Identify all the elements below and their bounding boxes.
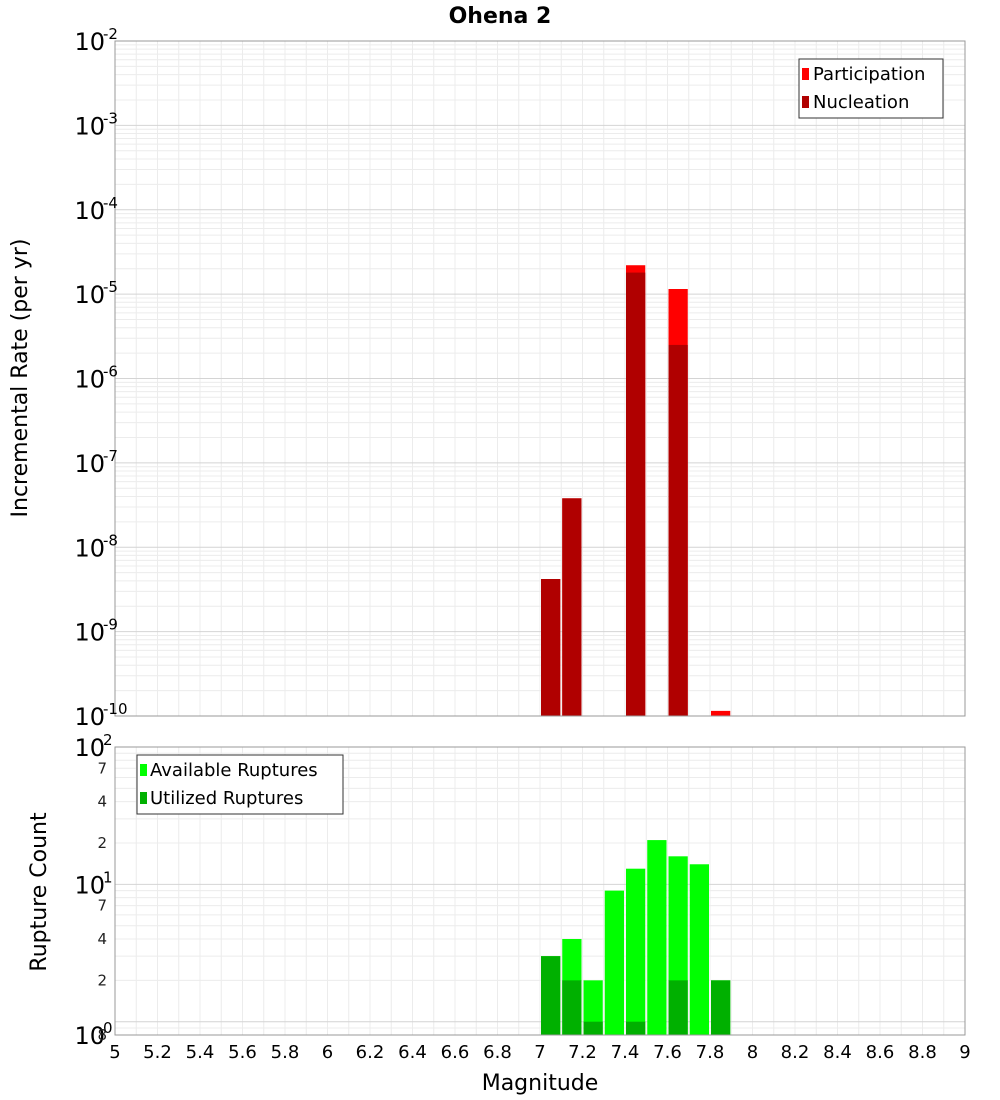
bottom-bar-0-7.35	[604, 890, 624, 1035]
top-plot-frame	[114, 40, 966, 717]
top-y-tick-exponent: -10	[103, 700, 128, 718]
x-tick-label: 6.6	[441, 1042, 470, 1063]
top-y-tick-exponent: -5	[103, 278, 118, 296]
x-tick-label: 7.4	[611, 1042, 640, 1063]
x-tick-label: 5.6	[228, 1042, 257, 1063]
legend-participation-label: Participation	[813, 64, 925, 85]
top-bar-1-7.45	[626, 272, 646, 716]
bottom-bar-0-7.55	[647, 840, 667, 1035]
bottom-y-minor-tick: 4	[97, 930, 107, 948]
bottom-y-minor-tick: 2	[97, 834, 107, 852]
legend-nucleation-label: Nucleation	[813, 92, 909, 113]
legend-available-label: Available Ruptures	[150, 760, 318, 781]
legend-utilized-swatch	[140, 792, 147, 804]
bottom-bars	[541, 840, 731, 1035]
top-y-tick-exponent: -4	[103, 194, 118, 212]
bottom-y-tick-exponent: 1	[103, 868, 113, 886]
x-tick-label: 6.4	[398, 1042, 427, 1063]
legend-participation-swatch	[802, 68, 809, 80]
bottom-y-minor-tick: 7	[97, 897, 107, 915]
bottom-bar-1-7.45	[626, 1021, 646, 1035]
x-tick-label: 6	[322, 1042, 333, 1063]
top-y-tick-exponent: -6	[103, 363, 118, 381]
top-legend-box	[798, 58, 944, 119]
top-y-tick-base: 10	[74, 703, 105, 731]
top-y-tick-base: 10	[74, 112, 105, 140]
top-y-tick-exponent: -3	[103, 109, 118, 127]
x-tick-label: 7.8	[696, 1042, 725, 1063]
bottom-y-axis-label: Rupture Count	[27, 812, 52, 972]
x-tick-labels: 5 5.2 5.4 5.6 5.8 6 6.2 6.4 6.6 6.8 7 7.2 7.4 7.6 7.8 8…	[109, 1042, 970, 1063]
x-tick-label: 6.2	[356, 1042, 385, 1063]
bottom-y-tick-exponent: 0	[103, 1019, 113, 1037]
top-y-tick-base: 10	[74, 450, 105, 478]
bottom-y-tick-base: 10	[74, 1022, 105, 1050]
bottom-plot-frame	[114, 746, 966, 1036]
top-bar-1-7.15	[562, 498, 582, 716]
top-y-tick-base: 10	[74, 534, 105, 562]
top-bar-1-7.65	[668, 344, 688, 716]
top-y-tick-base: 10	[74, 281, 105, 309]
top-y-tick-base: 10	[74, 366, 105, 394]
legend-available-swatch	[140, 764, 147, 776]
top-y-tick-exponent: -9	[103, 616, 118, 634]
bottom-y-minor-tick: 4	[97, 793, 107, 811]
x-tick-label: 7.6	[653, 1042, 682, 1063]
legend-nucleation-swatch	[802, 96, 809, 108]
top-bar-0-7.85	[711, 710, 731, 716]
bottom-bar-1-7.25	[583, 1021, 603, 1035]
x-tick-label: 5.4	[186, 1042, 215, 1063]
x-tick-label: 8.2	[781, 1042, 810, 1063]
bottom-bar-1-7.15	[562, 980, 582, 1035]
x-tick-label: 5	[109, 1042, 120, 1063]
bottom-bar-0-7.45	[626, 868, 646, 1035]
x-tick-label: 8.6	[866, 1042, 895, 1063]
x-tick-label: 8.8	[908, 1042, 937, 1063]
top-y-tick-exponent: -8	[103, 531, 118, 549]
x-tick-label: 7	[534, 1042, 545, 1063]
bottom-bar-1-7.05	[541, 956, 561, 1035]
top-bars	[541, 265, 731, 716]
bottom-bar-0-7.75	[689, 864, 709, 1035]
top-y-tick-base: 10	[74, 619, 105, 647]
bottom-legend: Available Ruptures Utilized Ruptures	[136, 754, 344, 815]
x-tick-label: 9	[959, 1042, 970, 1063]
bottom-y-minor-tick: 7	[97, 759, 107, 777]
top-y-tick-base: 10	[74, 28, 105, 56]
bottom-y-minor-tick: 8	[97, 1026, 107, 1044]
bottom-bar-1-7.65	[668, 980, 688, 1035]
x-tick-label: 7.2	[568, 1042, 597, 1063]
legend-utilized-label: Utilized Ruptures	[150, 788, 303, 809]
bottom-bar-1-7.85	[711, 980, 731, 1035]
bottom-y-tick-base: 10	[74, 871, 105, 899]
top-bar-1-7.05	[541, 579, 561, 716]
x-tick-label: 5.2	[143, 1042, 172, 1063]
bottom-bar-0-7.25	[583, 980, 603, 1035]
top-y-axis-label: Incremental Rate (per yr)	[8, 239, 33, 518]
chart-title: Ohena 2	[449, 4, 552, 29]
x-tick-label: 8	[747, 1042, 758, 1063]
bottom-y-minor-tick: 2	[97, 971, 107, 989]
bottom-y-tick-base: 10	[74, 734, 105, 762]
x-tick-label: 5.8	[271, 1042, 300, 1063]
x-tick-label: 8.4	[823, 1042, 852, 1063]
top-y-tick-exponent: -7	[103, 447, 118, 465]
top-legend: Participation Nucleation	[798, 58, 944, 119]
top-gridlines	[114, 41, 966, 717]
x-axis-label: Magnitude	[482, 1071, 599, 1096]
bottom-legend-box	[136, 754, 344, 815]
x-tick-label: 6.8	[483, 1042, 512, 1063]
bottom-y-tick-exponent: 2	[103, 731, 113, 749]
top-y-tick-exponent: -2	[103, 25, 118, 43]
top-y-tick-base: 10	[74, 197, 105, 225]
